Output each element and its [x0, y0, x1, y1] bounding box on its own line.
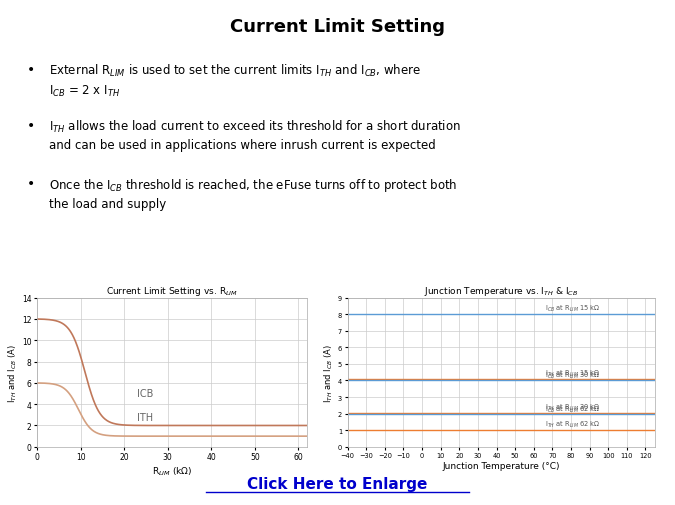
Text: Click Here to Enlarge: Click Here to Enlarge: [247, 476, 428, 491]
Text: I$_{TH}$ at R$_{LIM}$ 30 kΩ: I$_{TH}$ at R$_{LIM}$ 30 kΩ: [545, 402, 600, 412]
Text: I$_{TH}$ allows the load current to exceed its threshold for a short duration
an: I$_{TH}$ allows the load current to exce…: [49, 119, 460, 152]
Y-axis label: I$_{TH}$ and I$_{CB}$ (A): I$_{TH}$ and I$_{CB}$ (A): [323, 343, 335, 402]
Text: ICB: ICB: [137, 388, 154, 398]
Y-axis label: I$_{TH}$ and I$_{CB}$ (A): I$_{TH}$ and I$_{CB}$ (A): [7, 343, 19, 402]
Text: Once the I$_{CB}$ threshold is reached, the eFuse turns off to protect both
the : Once the I$_{CB}$ threshold is reached, …: [49, 177, 457, 211]
Text: I$_{CB}$ at R$_{LIM}$ 30 kΩ: I$_{CB}$ at R$_{LIM}$ 30 kΩ: [545, 370, 601, 380]
Text: Current Limit Setting: Current Limit Setting: [230, 18, 445, 36]
Text: I$_{CB}$ at R$_{LIM}$ 62 kΩ: I$_{CB}$ at R$_{LIM}$ 62 kΩ: [545, 403, 601, 414]
X-axis label: Junction Temperature (°C): Junction Temperature (°C): [442, 461, 560, 470]
Text: •: •: [27, 63, 35, 77]
Title: Junction Temperature vs. I$_{TH}$ & I$_{CB}$: Junction Temperature vs. I$_{TH}$ & I$_{…: [424, 285, 578, 298]
Text: ITH: ITH: [137, 413, 153, 422]
Text: I$_{TH}$ at R$_{LIM}$ 62 kΩ: I$_{TH}$ at R$_{LIM}$ 62 kΩ: [545, 419, 600, 430]
Text: External R$_{LIM}$ is used to set the current limits I$_{TH}$ and I$_{CB}$, wher: External R$_{LIM}$ is used to set the cu…: [49, 63, 421, 98]
Text: •: •: [27, 119, 35, 133]
X-axis label: R$_{LIM}$ (kΩ): R$_{LIM}$ (kΩ): [152, 464, 192, 477]
Title: Current Limit Setting vs. R$_{LIM}$: Current Limit Setting vs. R$_{LIM}$: [106, 285, 238, 298]
Text: I$_{TH}$ at R$_{LIM}$ 15 kΩ: I$_{TH}$ at R$_{LIM}$ 15 kΩ: [545, 368, 600, 378]
Text: •: •: [27, 177, 35, 191]
Text: I$_{CB}$ at R$_{LIM}$ 15 kΩ: I$_{CB}$ at R$_{LIM}$ 15 kΩ: [545, 304, 601, 314]
